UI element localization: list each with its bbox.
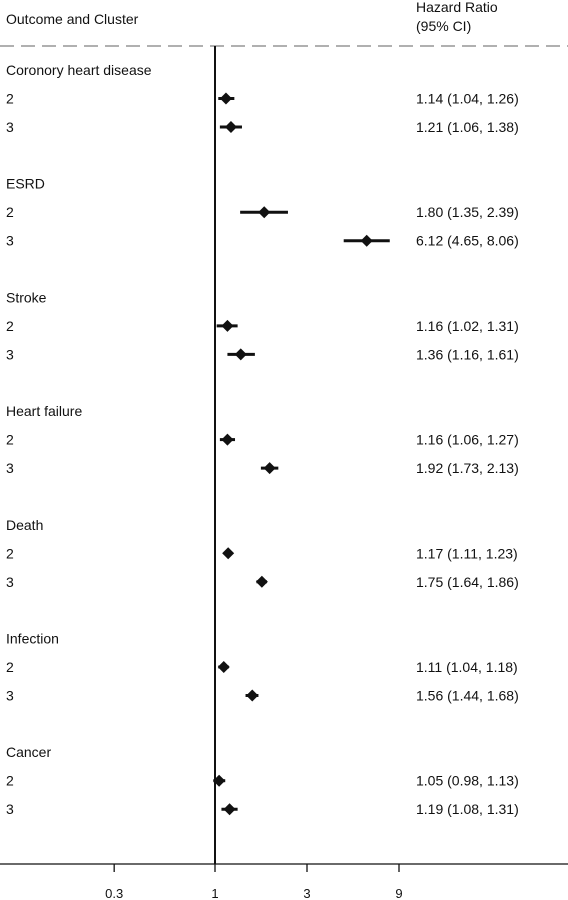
hr-point [221,433,234,446]
cluster-label: 3 [6,574,14,590]
x-axis-ticks: 0.3 1 3 9 [105,864,403,900]
hr-ci-value: 1.75 (1.64, 1.86) [416,574,519,590]
group-label: Cancer [6,744,51,760]
cluster-label: 3 [6,119,14,135]
hr-point [213,774,226,787]
hr-point [221,319,234,332]
hr-ci-value: 1.14 (1.04, 1.26) [416,91,519,107]
group-label: Stroke [6,289,47,305]
hr-ci-value: 6.12 (4.65, 8.06) [416,233,519,249]
hr-ci-value: 1.36 (1.16, 1.61) [416,346,519,362]
x-tick-label: 9 [395,886,402,900]
group-label: Coronory heart disease [6,62,152,78]
cluster-label: 2 [6,318,14,334]
x-tick-label: 3 [303,886,310,900]
header-hazard-ratio: Hazard Ratio [416,0,498,15]
hr-ci-value: 1.16 (1.02, 1.31) [416,318,519,334]
hr-ci-value: 1.80 (1.35, 2.39) [416,204,519,220]
hr-ci-value: 1.05 (0.98, 1.13) [416,773,519,789]
group-label: Infection [6,631,59,647]
header-ci: (95% CI) [416,18,471,34]
hr-point [360,234,373,247]
cluster-label: 2 [6,659,14,675]
cluster-label: 2 [6,91,14,107]
group-label: Heart failure [6,403,82,419]
hr-point [217,661,230,673]
cluster-label: 3 [6,801,14,817]
hr-ci-value: 1.19 (1.08, 1.31) [416,801,519,817]
cluster-label: 2 [6,432,14,448]
cluster-label: 2 [6,545,14,561]
forest-rows: Coronory heart disease 2 1.14 (1.04, 1.26)… [6,62,519,817]
cluster-label: 2 [6,204,14,220]
hr-point [258,206,271,219]
cluster-label: 3 [6,233,14,249]
hr-ci-value: 1.56 (1.44, 1.68) [416,688,519,704]
group-label: ESRD [6,176,45,192]
hr-ci-value: 1.92 (1.73, 2.13) [416,460,519,476]
cluster-label: 3 [6,688,14,704]
hr-point [224,121,237,133]
hr-ci-value: 1.21 (1.06, 1.38) [416,119,519,135]
hr-ci-value: 1.11 (1.04, 1.18) [416,659,518,675]
x-tick-label: 1 [211,886,218,900]
hr-point [263,462,276,475]
hr-point [255,575,268,588]
hr-point [219,92,232,105]
group-label: Death [6,517,43,533]
x-tick-label: 0.3 [105,886,123,900]
hr-point [222,547,235,560]
cluster-label: 3 [6,346,14,362]
cluster-label: 2 [6,773,14,789]
cluster-label: 3 [6,460,14,476]
hr-ci-value: 1.16 (1.06, 1.27) [416,432,519,448]
hr-point [234,348,247,361]
header-outcome-cluster: Outcome and Cluster [6,11,139,27]
hr-point [223,803,236,816]
hr-point [246,689,259,702]
hr-ci-value: 1.17 (1.11, 1.23) [416,545,518,561]
